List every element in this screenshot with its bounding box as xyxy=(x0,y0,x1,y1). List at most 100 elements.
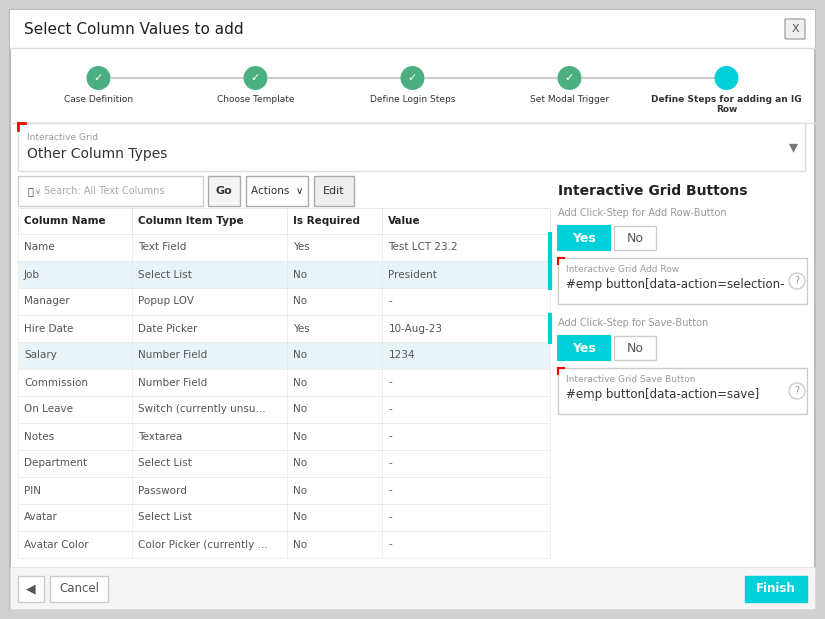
Text: Interactive Grid Save Button: Interactive Grid Save Button xyxy=(566,375,695,384)
Text: Select List: Select List xyxy=(139,513,192,522)
Text: ✓: ✓ xyxy=(408,73,417,83)
Text: Choose Template: Choose Template xyxy=(217,95,295,104)
Text: Search: All Text Columns: Search: All Text Columns xyxy=(44,186,164,196)
Text: No: No xyxy=(293,459,307,469)
Bar xyxy=(18,450,550,477)
Text: -: - xyxy=(389,485,392,495)
Text: Test LCT 23.2: Test LCT 23.2 xyxy=(389,243,458,253)
Bar xyxy=(246,176,308,206)
Text: No: No xyxy=(293,540,307,550)
Bar xyxy=(18,369,550,396)
Bar xyxy=(50,576,108,602)
Text: Number Field: Number Field xyxy=(139,378,208,387)
Text: Name: Name xyxy=(24,243,54,253)
Bar xyxy=(18,342,550,369)
Bar xyxy=(18,315,550,342)
Text: Interactive Grid: Interactive Grid xyxy=(27,133,98,142)
Text: ?: ? xyxy=(794,386,799,396)
Text: ∨: ∨ xyxy=(35,186,41,196)
Text: No: No xyxy=(626,342,644,355)
Bar xyxy=(558,368,807,414)
Text: Avatar: Avatar xyxy=(24,513,58,522)
Text: Interactive Grid Buttons: Interactive Grid Buttons xyxy=(558,184,747,198)
Bar xyxy=(18,208,550,234)
Circle shape xyxy=(87,66,111,90)
Text: -: - xyxy=(389,459,392,469)
Text: President: President xyxy=(389,269,437,280)
Text: No: No xyxy=(293,513,307,522)
Text: Add Click-Step for Save-Button: Add Click-Step for Save-Button xyxy=(558,318,708,328)
Text: Date Picker: Date Picker xyxy=(139,324,198,334)
Text: Select Column Values to add: Select Column Values to add xyxy=(24,22,243,37)
Bar xyxy=(314,176,354,206)
Bar xyxy=(208,176,240,206)
Text: Number Field: Number Field xyxy=(139,350,208,360)
Bar xyxy=(745,576,807,602)
Text: Avatar Color: Avatar Color xyxy=(24,540,88,550)
Bar xyxy=(10,10,815,48)
Text: #emp button[data-action=selection-: #emp button[data-action=selection- xyxy=(566,278,785,291)
Text: Cancel: Cancel xyxy=(59,582,99,595)
Bar xyxy=(18,477,550,504)
Text: Select List: Select List xyxy=(139,459,192,469)
Text: No: No xyxy=(293,431,307,441)
Text: Define Steps for adding an IG
Row: Define Steps for adding an IG Row xyxy=(651,95,802,115)
Bar xyxy=(18,234,550,261)
Text: Yes: Yes xyxy=(572,232,596,245)
Text: Other Column Types: Other Column Types xyxy=(27,147,167,161)
Text: Column Name: Column Name xyxy=(24,216,106,226)
Text: -: - xyxy=(389,431,392,441)
Circle shape xyxy=(789,383,805,399)
Text: Case Definition: Case Definition xyxy=(64,95,133,104)
Text: On Leave: On Leave xyxy=(24,404,73,415)
Text: Job: Job xyxy=(24,269,40,280)
Text: ◀: ◀ xyxy=(26,582,35,595)
Text: -: - xyxy=(389,378,392,387)
Text: 10-Aug-23: 10-Aug-23 xyxy=(389,324,442,334)
Text: Commission: Commission xyxy=(24,378,88,387)
Text: Go: Go xyxy=(215,186,233,196)
Text: Yes: Yes xyxy=(293,324,309,334)
Text: Department: Department xyxy=(24,459,87,469)
Bar xyxy=(558,258,807,304)
Text: ✓: ✓ xyxy=(94,73,103,83)
Text: Interactive Grid Add Row: Interactive Grid Add Row xyxy=(566,265,679,274)
Text: 1234: 1234 xyxy=(389,350,415,360)
FancyBboxPatch shape xyxy=(785,19,805,39)
Text: Text Field: Text Field xyxy=(139,243,186,253)
Text: 🔍: 🔍 xyxy=(27,186,33,196)
Text: Add Click-Step for Add Row-Button: Add Click-Step for Add Row-Button xyxy=(558,208,727,218)
Text: ✓: ✓ xyxy=(251,73,260,83)
Bar xyxy=(18,504,550,531)
Bar xyxy=(18,576,44,602)
Text: No: No xyxy=(293,269,307,280)
Circle shape xyxy=(714,66,738,90)
Bar xyxy=(18,261,550,288)
Text: ✓: ✓ xyxy=(565,73,574,83)
Text: No: No xyxy=(293,350,307,360)
Bar xyxy=(18,423,550,450)
Bar xyxy=(614,336,656,360)
Text: No: No xyxy=(293,378,307,387)
Text: No: No xyxy=(293,297,307,306)
Text: Notes: Notes xyxy=(24,431,54,441)
Text: Value: Value xyxy=(389,216,421,226)
Text: Manager: Manager xyxy=(24,297,69,306)
Bar xyxy=(558,336,610,360)
Text: PIN: PIN xyxy=(24,485,41,495)
Text: Actions  ∨: Actions ∨ xyxy=(251,186,304,196)
Bar xyxy=(18,531,550,558)
Text: No: No xyxy=(293,485,307,495)
Text: Is Required: Is Required xyxy=(293,216,360,226)
Text: Define Login Steps: Define Login Steps xyxy=(370,95,455,104)
Text: Edit: Edit xyxy=(323,186,345,196)
Text: -: - xyxy=(389,513,392,522)
Text: -: - xyxy=(389,540,392,550)
Text: Yes: Yes xyxy=(293,243,309,253)
Circle shape xyxy=(243,66,267,90)
Text: Popup LOV: Popup LOV xyxy=(139,297,195,306)
Text: Select List: Select List xyxy=(139,269,192,280)
Text: Set Modal Trigger: Set Modal Trigger xyxy=(530,95,609,104)
Bar xyxy=(18,396,550,423)
Bar xyxy=(18,288,550,315)
